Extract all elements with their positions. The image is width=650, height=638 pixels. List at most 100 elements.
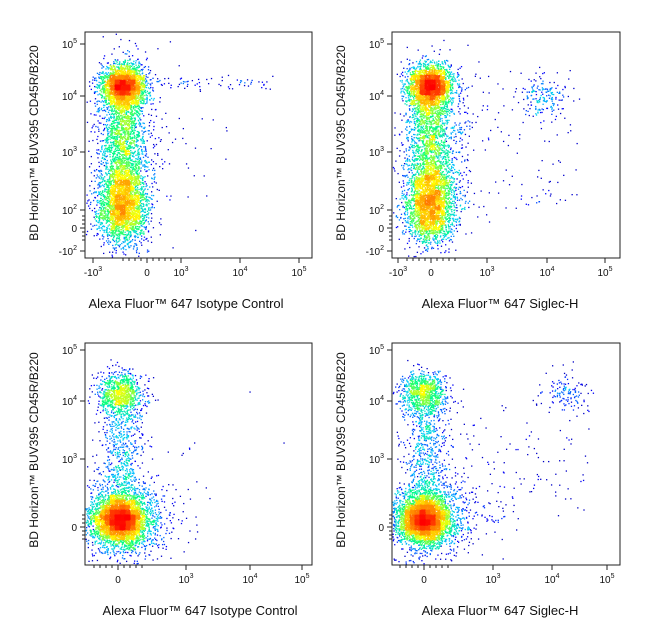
event-point	[101, 177, 102, 178]
event-point	[136, 222, 137, 223]
event-point	[107, 185, 108, 186]
event-point	[133, 220, 134, 221]
event-point	[142, 138, 143, 139]
event-point	[106, 84, 107, 85]
event-point	[110, 73, 111, 74]
event-point	[265, 88, 266, 89]
event-point	[113, 69, 114, 70]
event-point	[144, 169, 145, 170]
event-point	[151, 98, 152, 99]
event-point	[112, 71, 113, 72]
event-point	[102, 223, 103, 224]
event-point	[116, 241, 117, 242]
event-point	[105, 148, 106, 149]
event-point	[143, 186, 144, 187]
event-point	[109, 151, 110, 152]
event-point	[100, 194, 101, 195]
event-point	[115, 149, 116, 150]
event-point	[138, 228, 139, 229]
event-point	[115, 156, 116, 157]
event-point	[192, 80, 193, 81]
event-point	[131, 102, 132, 103]
event-point	[105, 183, 106, 184]
event-point	[123, 253, 124, 254]
event-point	[128, 242, 129, 243]
event-point	[126, 68, 127, 69]
event-point	[128, 212, 129, 213]
event-point	[96, 211, 97, 212]
event-point	[115, 210, 116, 211]
event-point	[144, 127, 145, 128]
event-point	[108, 129, 109, 130]
event-point	[149, 186, 150, 187]
event-point	[148, 197, 149, 198]
event-point	[113, 121, 114, 122]
event-point	[131, 189, 132, 190]
event-point	[162, 163, 163, 164]
event-point	[135, 60, 136, 61]
event-point	[132, 133, 133, 134]
event-point	[103, 101, 104, 102]
event-point	[102, 118, 103, 119]
event-point	[107, 242, 108, 243]
event-point	[129, 227, 130, 228]
event-point	[135, 243, 136, 244]
event-point	[95, 77, 96, 78]
event-point	[144, 181, 145, 182]
event-point	[99, 183, 100, 184]
event-point	[133, 102, 134, 103]
event-point	[144, 151, 145, 152]
event-point	[123, 225, 124, 226]
event-point	[106, 138, 107, 139]
event-point	[100, 163, 101, 164]
event-point	[108, 196, 109, 197]
event-point	[118, 230, 119, 231]
event-point	[140, 170, 141, 171]
event-point	[128, 133, 129, 134]
event-point	[206, 79, 207, 80]
event-point	[102, 76, 103, 77]
event-point	[106, 223, 107, 224]
event-point	[90, 131, 91, 132]
event-point	[129, 235, 130, 236]
event-point	[96, 111, 97, 112]
event-point	[133, 108, 134, 109]
event-point	[101, 146, 102, 147]
event-point	[143, 142, 144, 143]
event-point	[125, 60, 126, 61]
event-point	[104, 165, 105, 166]
event-point	[164, 83, 165, 84]
event-point	[115, 113, 116, 114]
event-point	[122, 227, 123, 228]
event-point	[141, 221, 142, 222]
event-point	[121, 149, 122, 150]
event-point	[108, 209, 109, 210]
event-point	[149, 207, 150, 208]
event-point	[135, 155, 136, 156]
event-point	[146, 59, 147, 60]
event-point	[117, 228, 118, 229]
event-point	[133, 132, 134, 133]
event-point	[151, 159, 152, 160]
event-point	[133, 147, 134, 148]
event-point	[109, 198, 110, 199]
event-point	[99, 74, 100, 75]
event-point	[134, 152, 135, 153]
event-point	[144, 91, 145, 92]
event-point	[101, 171, 102, 172]
event-point	[104, 230, 105, 231]
event-point	[129, 215, 130, 216]
event-point	[112, 158, 113, 159]
event-point	[113, 61, 114, 62]
event-point	[118, 116, 119, 117]
event-point	[111, 235, 112, 236]
event-point	[129, 237, 130, 238]
event-point	[138, 155, 139, 156]
event-point	[144, 217, 145, 218]
event-point	[93, 200, 94, 201]
event-point	[272, 76, 273, 77]
event-point	[122, 247, 123, 248]
event-point	[114, 139, 115, 140]
event-point	[137, 234, 138, 235]
event-point	[128, 168, 129, 169]
